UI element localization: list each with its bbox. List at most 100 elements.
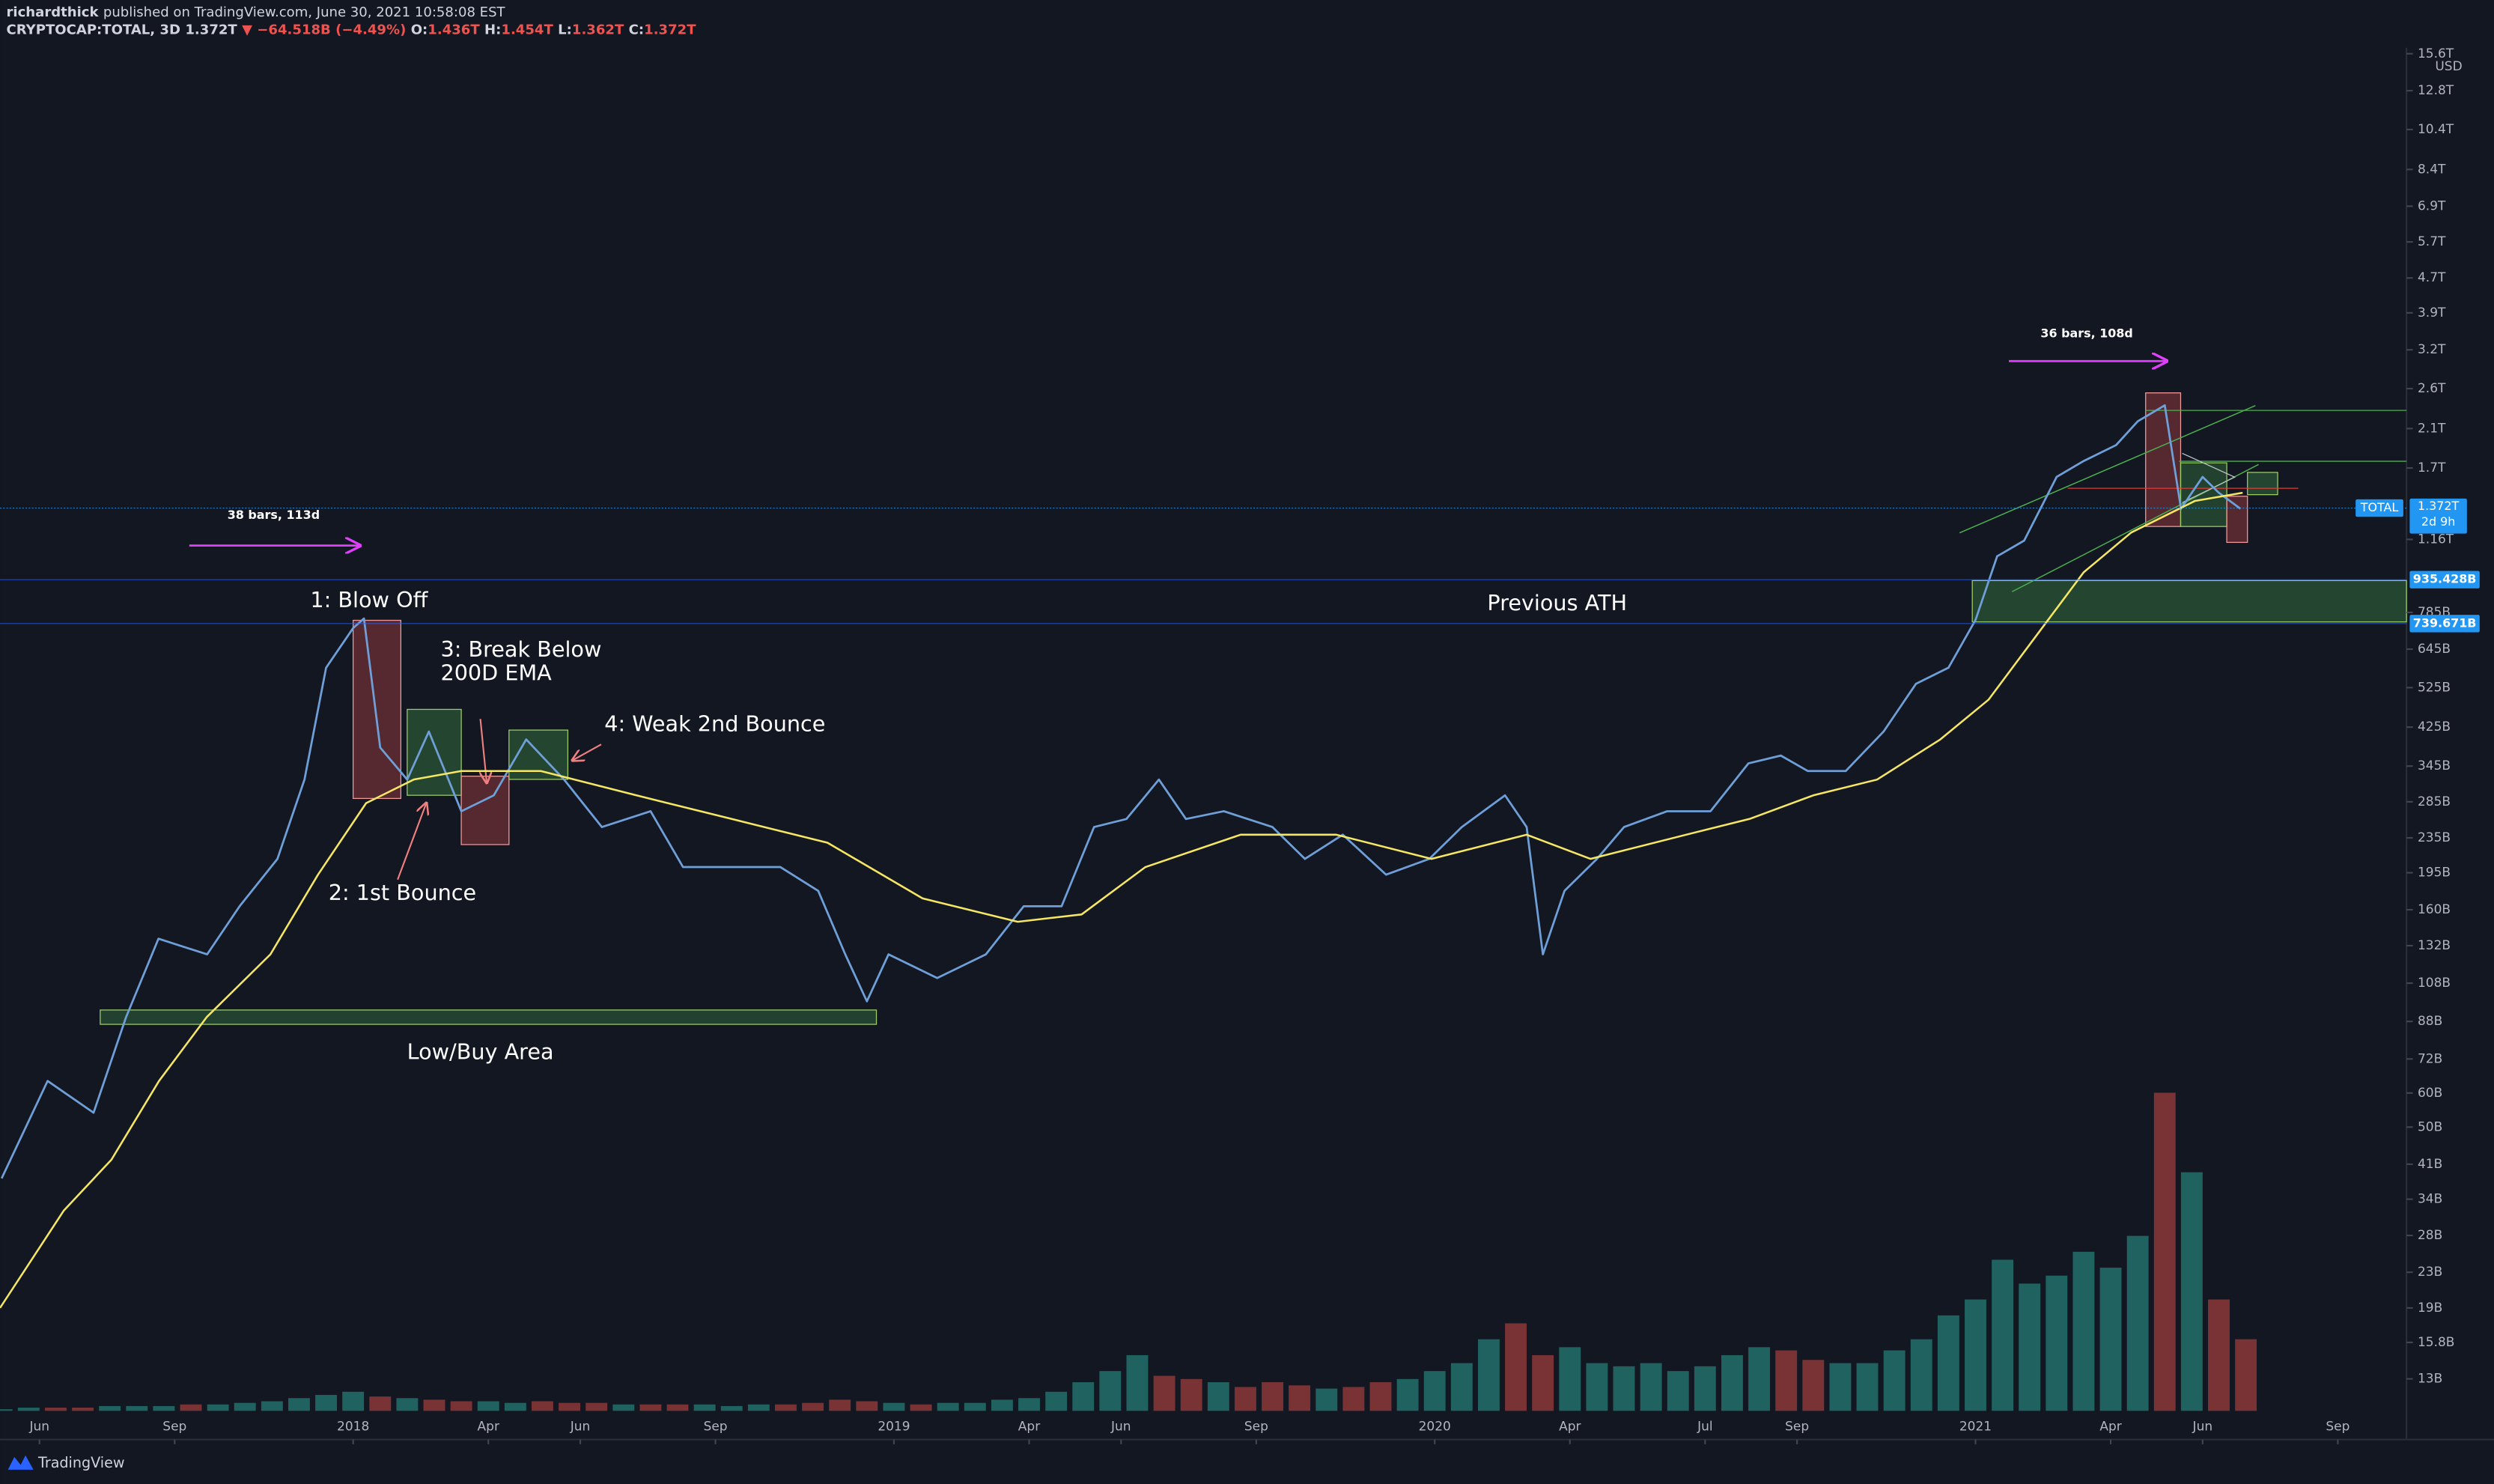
y-tick-label: 23B — [2418, 1265, 2442, 1280]
x-tick-label: 2021 — [1959, 1420, 1992, 1435]
range-label: 36 bars, 108d — [2040, 326, 2132, 341]
volume-bar — [829, 1399, 851, 1411]
volume-bar — [153, 1405, 175, 1411]
y-tick-label: 1.7T — [2418, 460, 2446, 475]
buy-zone — [100, 1009, 878, 1025]
volume-bar — [44, 1408, 67, 1411]
y-tick-label: 525B — [2418, 680, 2451, 695]
volume-bar — [180, 1404, 202, 1411]
volume-bar — [775, 1404, 797, 1411]
blow-off-box — [352, 619, 401, 800]
annotation: Low/Buy Area — [407, 1039, 554, 1064]
volume-bar — [261, 1401, 283, 1411]
x-tick-label: Sep — [162, 1420, 186, 1435]
volume-bar — [1829, 1363, 1852, 1411]
volume-bar — [1586, 1363, 1608, 1411]
y-tick-label: 645B — [2418, 642, 2451, 657]
annotation: 2: 1st Bounce — [329, 880, 476, 905]
volume-bar — [504, 1402, 526, 1411]
y-tick-label: 345B — [2418, 758, 2451, 773]
volume-bar — [288, 1398, 310, 1411]
volume-bar — [369, 1396, 392, 1411]
x-tick-label: Apr — [2099, 1420, 2121, 1435]
volume-bar — [1559, 1347, 1581, 1411]
volume-bar — [1802, 1360, 1825, 1411]
y-tick-label: 5.7T — [2418, 234, 2446, 249]
price-label: 1.372T — [2418, 499, 2460, 513]
volume-bar — [612, 1404, 635, 1411]
volume-bar — [1153, 1375, 1175, 1411]
volume-bar — [1072, 1382, 1095, 1411]
range-label: 38 bars, 113d — [228, 508, 320, 522]
volume-bar — [1694, 1366, 1716, 1411]
y-tick-label: 72B — [2418, 1051, 2442, 1066]
drop-box — [2226, 496, 2248, 544]
volume-bar — [1018, 1398, 1040, 1411]
pointer-arrow — [397, 803, 426, 881]
volume-bar — [1045, 1391, 1068, 1411]
volume-bar — [1207, 1382, 1229, 1411]
volume-bar — [2019, 1283, 2041, 1411]
volume-bar — [315, 1395, 338, 1411]
brand: TradingView — [37, 1454, 124, 1471]
volume-bar — [1450, 1363, 1473, 1411]
volume-bar — [964, 1402, 986, 1411]
annotation: 4: Weak 2nd Bounce — [604, 711, 825, 737]
volume-bar — [532, 1401, 553, 1411]
volume-bar — [937, 1402, 959, 1411]
volume-bar — [559, 1402, 581, 1411]
volume-bar — [2235, 1339, 2257, 1411]
volume-bar — [1423, 1371, 1446, 1411]
volume-bar — [1180, 1378, 1202, 1411]
y-tick-label: 10.4T — [2418, 122, 2454, 137]
ohlc-value: 1.362T — [572, 22, 624, 37]
annotation: 200D EMA — [440, 660, 552, 686]
volume-bar — [342, 1391, 365, 1411]
volume-bar — [423, 1399, 445, 1411]
volume-bar — [1613, 1366, 1635, 1411]
volume-bar — [396, 1398, 419, 1411]
volume-bar — [450, 1401, 472, 1411]
y-tick-label: 425B — [2418, 720, 2451, 735]
x-tick-label: Sep — [1244, 1420, 1268, 1435]
volume-bar — [666, 1404, 689, 1411]
price-badge — [2409, 498, 2467, 534]
top-box — [2145, 392, 2182, 527]
volume-bar — [2126, 1235, 2149, 1411]
ohlc-key: H: — [484, 22, 501, 37]
x-tick-label: Apr — [1559, 1420, 1581, 1435]
annotation: 1: Blow Off — [310, 587, 428, 612]
ohlc-value: 1.436T — [428, 22, 480, 37]
volume-bar — [1289, 1385, 1311, 1411]
volume-bar — [1505, 1323, 1527, 1411]
volume-bar — [2153, 1092, 2176, 1411]
volume-bar — [1992, 1259, 2014, 1411]
volume-bar — [1234, 1387, 1256, 1411]
x-tick-label: Apr — [478, 1420, 499, 1435]
volume-bar — [1532, 1354, 1554, 1411]
volume-bar — [720, 1405, 743, 1411]
y-tick-label: 88B — [2418, 1014, 2442, 1029]
ath-zone — [1971, 580, 2407, 623]
level-badge — [2409, 571, 2480, 589]
x-tick-label: Jul — [1697, 1420, 1713, 1435]
y-tick-label: 60B — [2418, 1086, 2442, 1101]
brand-logo — [7, 1455, 34, 1470]
y-tick-label: 6.9T — [2418, 198, 2446, 213]
bounce-box — [407, 708, 462, 796]
publish-info: richardthick published on TradingView.com… — [7, 4, 506, 20]
y-tick-label: 2.6T — [2418, 381, 2446, 396]
volume-bar — [1477, 1339, 1500, 1411]
ohlc-value: 1.454T — [501, 22, 553, 37]
volume-bar — [1775, 1350, 1798, 1411]
x-tick-label: Sep — [704, 1420, 728, 1435]
x-tick-label: 2018 — [337, 1420, 369, 1435]
volume-bar — [802, 1402, 824, 1411]
price-line — [0, 404, 2242, 1179]
volume-bar — [1262, 1382, 1283, 1411]
volume-bar — [1748, 1347, 1771, 1411]
x-tick-label: Sep — [1785, 1420, 1809, 1435]
volume-bar — [234, 1402, 256, 1411]
